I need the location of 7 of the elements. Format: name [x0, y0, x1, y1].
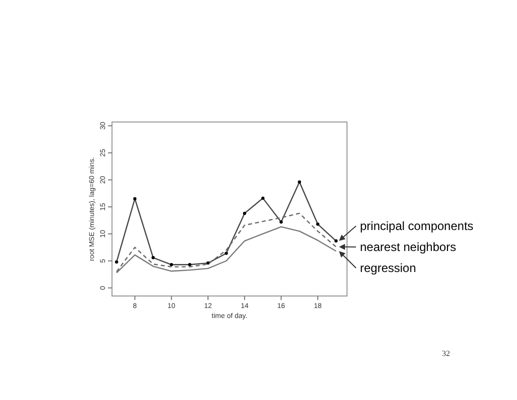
series-label: nearest neighbors — [360, 240, 456, 254]
series-label: principal components — [360, 219, 474, 233]
text: regression — [360, 261, 416, 275]
line-series — [116, 226, 337, 274]
text: 32 — [442, 349, 450, 358]
line-series — [114, 180, 338, 266]
line-series — [116, 212, 337, 272]
